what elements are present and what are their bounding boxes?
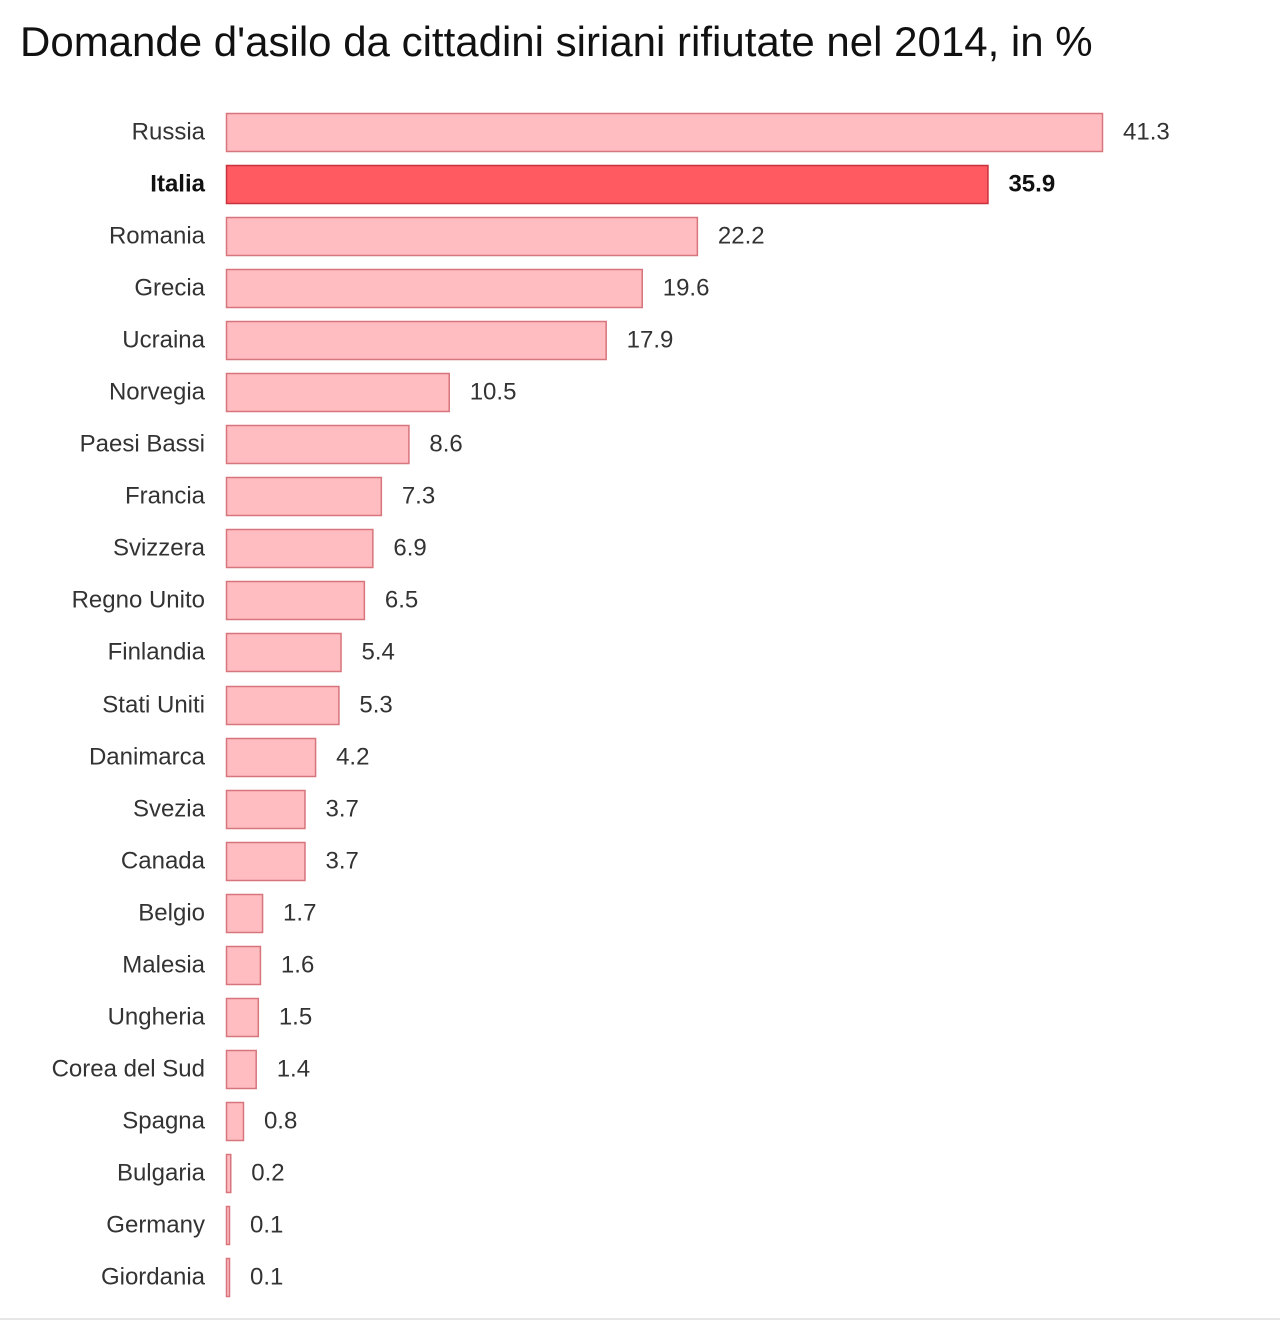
value-label-stati-uniti: 5.3 [359,692,392,719]
category-label-norvegia: Norvegia [109,379,206,406]
value-label-belgio: 1.7 [283,900,316,927]
bar-italia [225,164,989,205]
bottom-divider [0,1318,1280,1320]
bar-paesi-bassi [225,424,410,465]
bar-regno-unito [225,580,366,621]
bar-russia [225,112,1104,153]
value-label-corea-del-sud: 1.4 [277,1056,310,1083]
bar-norvegia [225,372,450,413]
value-label-spagna: 0.8 [264,1108,297,1135]
bar-svizzera [225,528,374,569]
value-label-grecia: 19.6 [663,275,710,302]
value-label-norvegia: 10.5 [470,379,517,406]
bar-grecia [225,268,643,309]
category-label-svezia: Svezia [133,796,206,823]
chart-title: Domande d'asilo da cittadini siriani rif… [20,18,1093,65]
bar-spagna [225,1101,245,1142]
bar-svezia [225,789,306,830]
category-label-romania: Romania [109,223,206,250]
category-label-italia: Italia [150,171,205,198]
category-label-ucraina: Ucraina [122,327,205,354]
bar-germany [225,1205,231,1246]
value-label-ucraina: 17.9 [627,327,674,354]
bar-ungheria [225,997,260,1038]
value-label-giordania: 0.1 [250,1264,283,1291]
category-label-canada: Canada [121,848,206,875]
category-label-regno-unito: Regno Unito [72,587,205,614]
category-label-danimarca: Danimarca [89,744,206,771]
value-label-ungheria: 1.5 [279,1004,312,1031]
bar-danimarca [225,737,317,778]
bar-francia [225,476,383,517]
value-label-paesi-bassi: 8.6 [429,431,462,458]
bar-finlandia [225,632,342,673]
value-label-romania: 22.2 [718,223,765,250]
category-label-malesia: Malesia [122,952,205,979]
value-label-italia: 35.9 [1008,171,1055,198]
value-label-svizzera: 6.9 [393,535,426,562]
category-label-francia: Francia [125,483,206,510]
category-label-spagna: Spagna [122,1108,205,1135]
category-label-bulgaria: Bulgaria [117,1160,206,1187]
value-label-finlandia: 5.4 [362,639,395,666]
value-label-russia: 41.3 [1123,119,1170,146]
category-label-svizzera: Svizzera [113,535,206,562]
value-label-danimarca: 4.2 [336,744,369,771]
category-label-giordania: Giordania [101,1264,206,1291]
category-label-corea-del-sud: Corea del Sud [52,1056,205,1083]
bar-corea-del-sud [225,1049,257,1090]
value-label-germany: 0.1 [250,1212,283,1239]
category-label-germany: Germany [106,1212,205,1239]
category-label-russia: Russia [132,119,206,146]
bar-giordania [225,1257,231,1298]
bar-canada [225,841,306,882]
category-label-paesi-bassi: Paesi Bassi [80,431,205,458]
value-label-francia: 7.3 [402,483,435,510]
bar-ucraina [225,320,607,361]
category-label-grecia: Grecia [134,275,205,302]
value-label-svezia: 3.7 [325,796,358,823]
value-label-regno-unito: 6.5 [385,587,418,614]
bar-belgio [225,893,264,934]
value-label-malesia: 1.6 [281,952,314,979]
category-label-stati-uniti: Stati Uniti [102,692,205,719]
bar-stati-uniti [225,685,340,726]
bar-bulgaria [225,1153,232,1194]
bar-malesia [225,945,262,986]
category-label-belgio: Belgio [138,900,205,927]
value-label-canada: 3.7 [325,848,358,875]
bar-romania [225,216,699,257]
category-label-finlandia: Finlandia [108,639,206,666]
value-label-bulgaria: 0.2 [251,1160,284,1187]
category-label-ungheria: Ungheria [108,1004,206,1031]
